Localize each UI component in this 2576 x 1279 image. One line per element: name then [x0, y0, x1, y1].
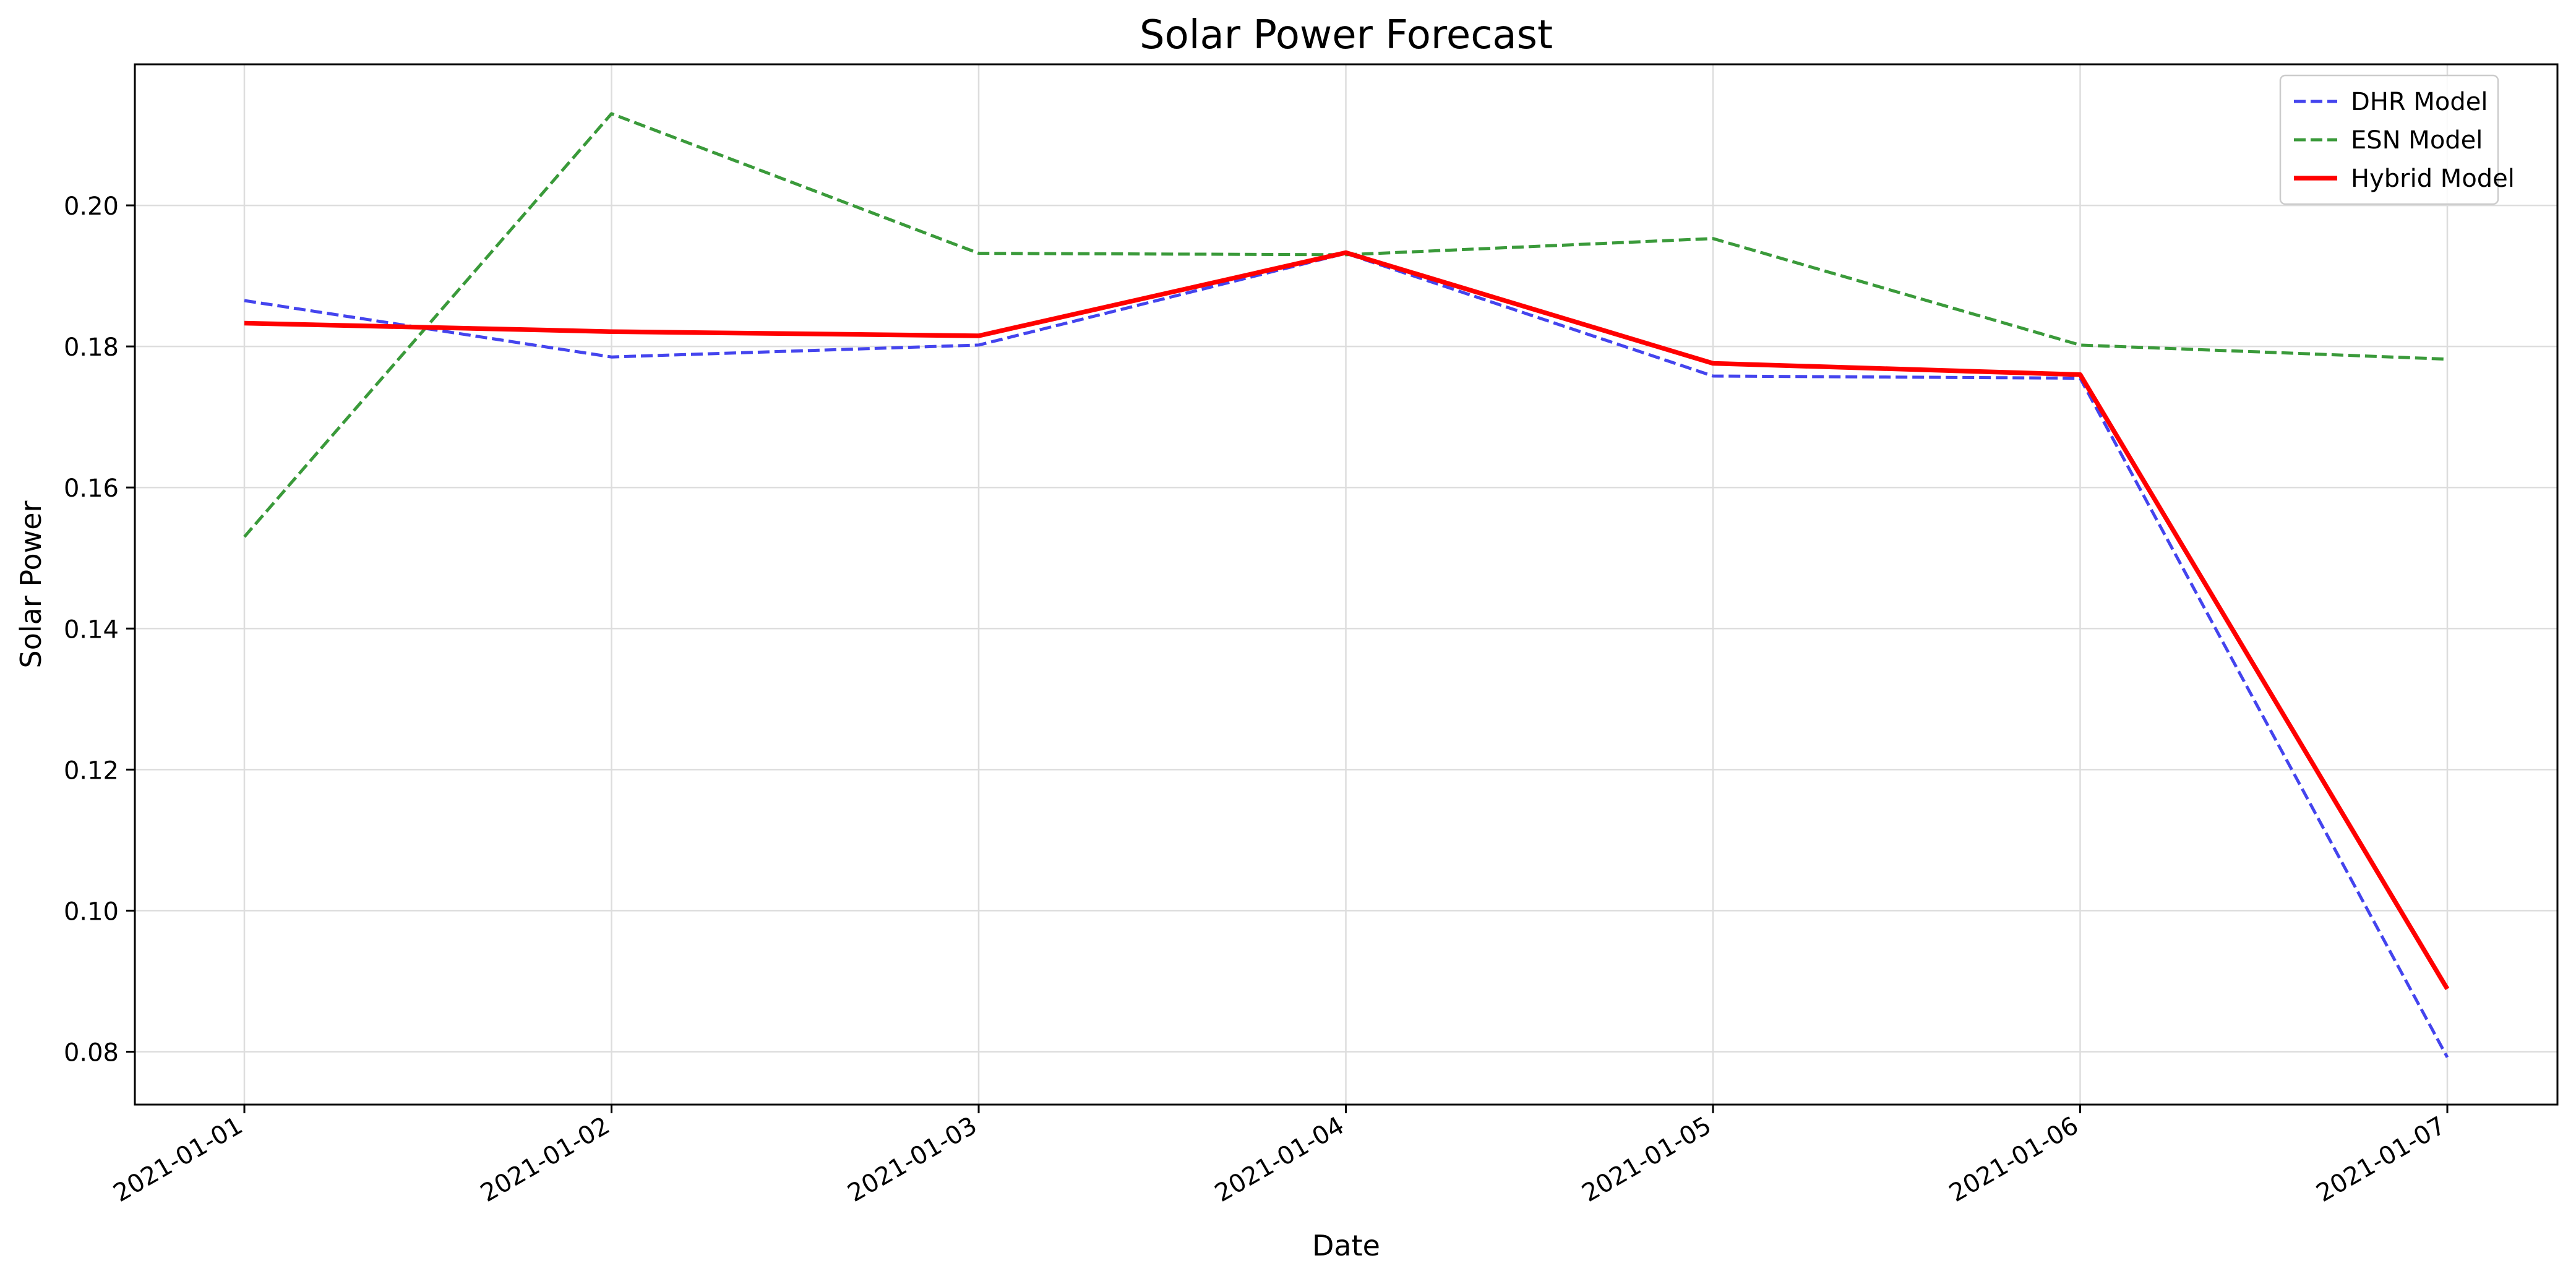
legend-label: Hybrid Model — [2351, 165, 2515, 193]
y-tick-label: 0.08 — [64, 1038, 119, 1067]
legend: DHR Model ESN Model Hybrid Model — [2279, 74, 2515, 205]
chart-title: Solar Power Forecast — [1140, 12, 1553, 58]
series-lines — [243, 112, 2450, 1058]
legend-label: ESN Model — [2351, 126, 2483, 155]
y-tick-label: 0.20 — [64, 192, 119, 221]
y-tick-label: 0.14 — [64, 615, 119, 644]
series-line-hybrid-model — [244, 250, 2450, 990]
y-tick-label: 0.10 — [64, 897, 119, 926]
y-tick-label: 0.18 — [64, 333, 119, 362]
legend-label: DHR Model — [2351, 88, 2488, 116]
x-axis-label: Date — [1312, 1229, 1380, 1262]
legend-box — [2279, 74, 2499, 205]
y-tick-label: 0.12 — [64, 756, 119, 785]
y-axis-ticks: 0.08 0.10 0.12 0.14 0.16 0.18 0.20 — [64, 192, 135, 1067]
y-tick-label: 0.16 — [64, 474, 119, 503]
y-axis-label: Solar Power — [14, 500, 48, 668]
